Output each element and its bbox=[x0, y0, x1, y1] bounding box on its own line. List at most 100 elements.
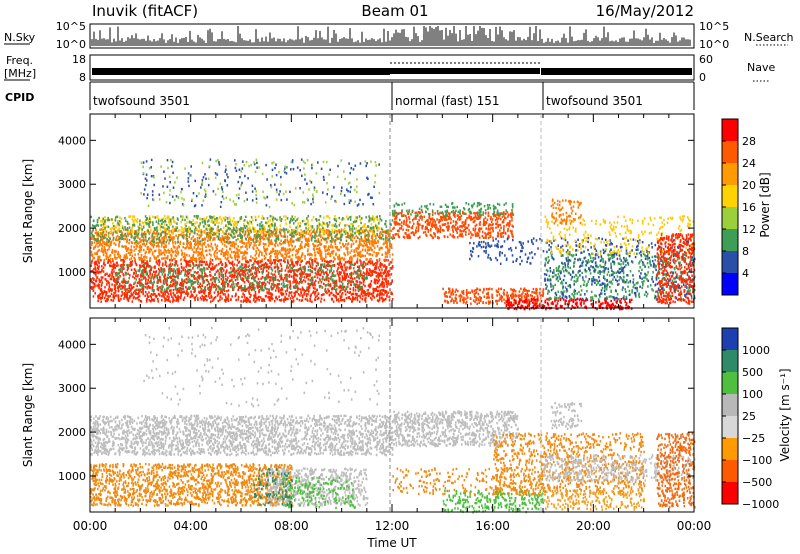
heat-cell bbox=[186, 221, 188, 224]
heat-cell bbox=[284, 257, 287, 260]
heat-cell bbox=[130, 292, 133, 295]
heat-cell bbox=[275, 238, 278, 242]
heat-cell bbox=[252, 287, 254, 290]
heat-cell bbox=[287, 248, 289, 251]
heat-cell bbox=[260, 264, 262, 268]
heat-cell bbox=[215, 287, 218, 290]
heat-cell bbox=[181, 231, 184, 234]
heat-cell bbox=[371, 294, 374, 298]
heat-cell bbox=[360, 281, 363, 285]
heat-cell bbox=[163, 253, 166, 257]
heat-cell bbox=[293, 264, 296, 267]
heat-cell bbox=[256, 267, 258, 270]
heat-cell bbox=[100, 228, 103, 231]
nsky-bars bbox=[91, 26, 691, 46]
heat-cell bbox=[93, 247, 95, 250]
heat-cell bbox=[189, 241, 192, 244]
heat-cell bbox=[139, 299, 142, 303]
heat-cell bbox=[268, 228, 271, 232]
heat-cell bbox=[249, 300, 251, 303]
heat-cell bbox=[342, 286, 345, 289]
heat-cell bbox=[362, 228, 365, 232]
heat-cell bbox=[120, 233, 122, 237]
heat-cell bbox=[376, 261, 379, 264]
heat-cell bbox=[235, 251, 237, 255]
heat-cell bbox=[372, 241, 375, 244]
heat-cell bbox=[108, 284, 111, 287]
heat-cell bbox=[316, 276, 319, 279]
heat-cell bbox=[185, 259, 187, 263]
heat-cell bbox=[157, 241, 160, 245]
heat-cell bbox=[246, 278, 248, 281]
heat-cell bbox=[94, 225, 97, 228]
heat-cell bbox=[171, 295, 173, 298]
heat-cell bbox=[261, 299, 263, 302]
heat-cell bbox=[263, 257, 266, 261]
heat-cell bbox=[379, 296, 381, 300]
heat-cell bbox=[347, 275, 350, 278]
heat-cell bbox=[291, 258, 293, 261]
heat-cell bbox=[296, 225, 299, 228]
heat-cell bbox=[114, 294, 116, 298]
heat-cell bbox=[226, 241, 229, 244]
heat-cell bbox=[331, 246, 334, 249]
heat-cell bbox=[312, 247, 315, 251]
heat-cell bbox=[370, 257, 372, 261]
heat-cell bbox=[361, 248, 364, 252]
heat-cell bbox=[143, 262, 146, 265]
heat-cell bbox=[383, 231, 386, 234]
heat-cell bbox=[213, 253, 215, 256]
heat-cell bbox=[125, 219, 127, 222]
heat-cell bbox=[269, 296, 272, 300]
heat-cell bbox=[262, 230, 265, 233]
heat-cell bbox=[160, 231, 163, 235]
heat-cell bbox=[356, 280, 358, 283]
heat-cell bbox=[274, 252, 276, 256]
heat-cell bbox=[132, 297, 135, 300]
heat-cell bbox=[377, 266, 380, 269]
heat-cell bbox=[241, 229, 243, 232]
heat-cell bbox=[355, 293, 358, 297]
heat-cell bbox=[289, 284, 292, 288]
heat-cell bbox=[148, 232, 151, 236]
heat-cell bbox=[323, 230, 326, 233]
heat-cell bbox=[338, 248, 341, 251]
heat-cell bbox=[276, 228, 279, 231]
heat-cell bbox=[274, 222, 276, 225]
heat-cell bbox=[232, 228, 234, 231]
heat-cell bbox=[221, 267, 224, 270]
heat-cell bbox=[341, 233, 344, 236]
heat-cell bbox=[174, 261, 177, 265]
heat-cell bbox=[239, 229, 242, 232]
heat-cell bbox=[288, 230, 290, 233]
heat-cell bbox=[345, 230, 347, 233]
heat-cell bbox=[144, 294, 146, 297]
heat-cell bbox=[162, 240, 165, 243]
heat-cell bbox=[323, 237, 325, 241]
heat-cell bbox=[372, 226, 375, 229]
heat-cell bbox=[170, 257, 173, 261]
heat-cell bbox=[128, 242, 130, 245]
heat-cell bbox=[273, 266, 276, 269]
heat-cell bbox=[216, 217, 218, 220]
heat-cell bbox=[97, 285, 100, 288]
heat-cell bbox=[178, 229, 181, 232]
heat-cell bbox=[110, 264, 112, 268]
heat-cell bbox=[364, 244, 367, 247]
heat-cell bbox=[234, 220, 236, 223]
heat-cell bbox=[258, 270, 261, 274]
heat-cell bbox=[222, 281, 224, 285]
heat-cell bbox=[356, 296, 358, 300]
heat-cell bbox=[102, 266, 105, 269]
heat-cell bbox=[374, 264, 377, 268]
heat-cell bbox=[355, 220, 358, 223]
heat-cell bbox=[280, 287, 283, 290]
heat-cell bbox=[337, 257, 339, 260]
heat-cell bbox=[256, 230, 258, 233]
heat-cell bbox=[259, 250, 261, 253]
heat-cell bbox=[296, 280, 298, 283]
heat-cell bbox=[324, 245, 326, 248]
heat-cell bbox=[94, 292, 96, 295]
heat-cell bbox=[343, 258, 346, 261]
heat-cell bbox=[172, 250, 175, 254]
